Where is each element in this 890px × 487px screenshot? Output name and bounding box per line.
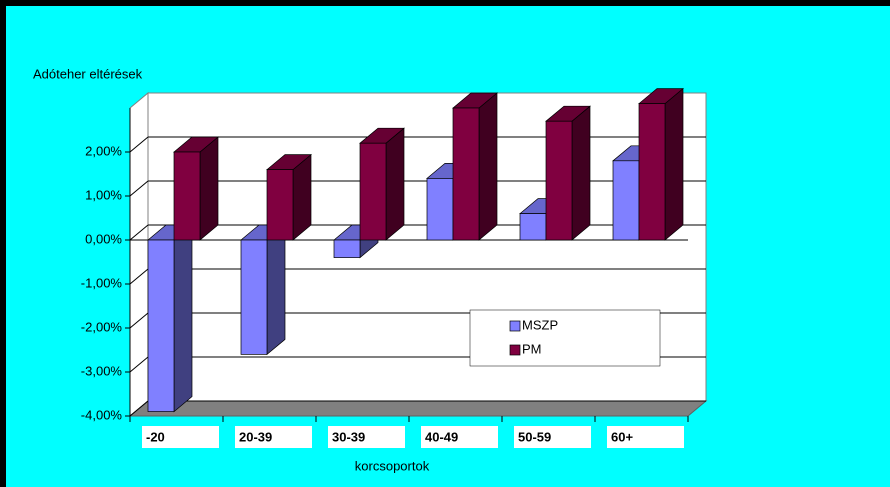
grid-line — [129, 136, 149, 153]
bar-side — [664, 87, 684, 241]
grid-line — [129, 180, 149, 197]
y-tick-label: -2,00% — [81, 319, 123, 334]
bar — [173, 151, 201, 241]
y-tick-label: -1,00% — [81, 275, 123, 290]
frame-top — [0, 0, 890, 6]
bar — [638, 103, 666, 241]
grid-line — [129, 356, 149, 373]
x-tick-label: 40-49 — [425, 429, 458, 444]
legend-swatch — [509, 320, 521, 332]
bar-side — [478, 92, 498, 241]
x-tick-label: 60+ — [611, 429, 633, 444]
x-tick-label: 20-39 — [239, 429, 272, 444]
bar-side — [173, 224, 193, 413]
grid-line — [129, 312, 149, 329]
legend-label: MSZP — [522, 317, 558, 332]
bar — [359, 142, 387, 241]
category-label-box — [235, 426, 312, 448]
bar-side — [266, 224, 286, 356]
legend-swatch — [509, 344, 521, 356]
x-tick-label: 50-59 — [518, 429, 551, 444]
y-tick-label: -4,00% — [81, 407, 123, 422]
y-tick-label: -3,00% — [81, 363, 123, 378]
category-label-box — [607, 426, 684, 448]
bar — [240, 239, 268, 355]
grid-line — [129, 400, 149, 417]
bar — [147, 239, 175, 412]
y-tick-label: 1,00% — [85, 187, 122, 202]
y-tick-label: 2,00% — [85, 143, 122, 158]
bar — [426, 178, 454, 241]
bar-side — [199, 136, 219, 241]
bar-side — [571, 105, 591, 241]
category-label-box — [514, 426, 591, 448]
bar — [333, 239, 361, 258]
bar — [612, 160, 640, 241]
side-wall — [129, 91, 149, 418]
grid-line — [129, 268, 149, 285]
bar — [452, 107, 480, 241]
legend-box — [469, 309, 661, 367]
bar — [266, 169, 294, 241]
grid-line — [129, 224, 149, 241]
floor — [128, 400, 708, 417]
bar — [545, 120, 573, 241]
y-tick-label: 0,00% — [85, 231, 122, 246]
legend-label: PM — [522, 341, 542, 356]
category-label-box — [328, 426, 405, 448]
bar-side — [385, 127, 405, 241]
category-label-box — [421, 426, 498, 448]
y-axis-title: Adóteher eltérések — [33, 66, 143, 81]
x-tick-label: 30-39 — [332, 429, 365, 444]
category-label-box — [142, 426, 219, 448]
x-axis-title: korcsoportok — [355, 458, 430, 473]
x-tick-label: -20 — [146, 429, 165, 444]
frame-left — [0, 0, 6, 487]
bar — [519, 213, 547, 241]
